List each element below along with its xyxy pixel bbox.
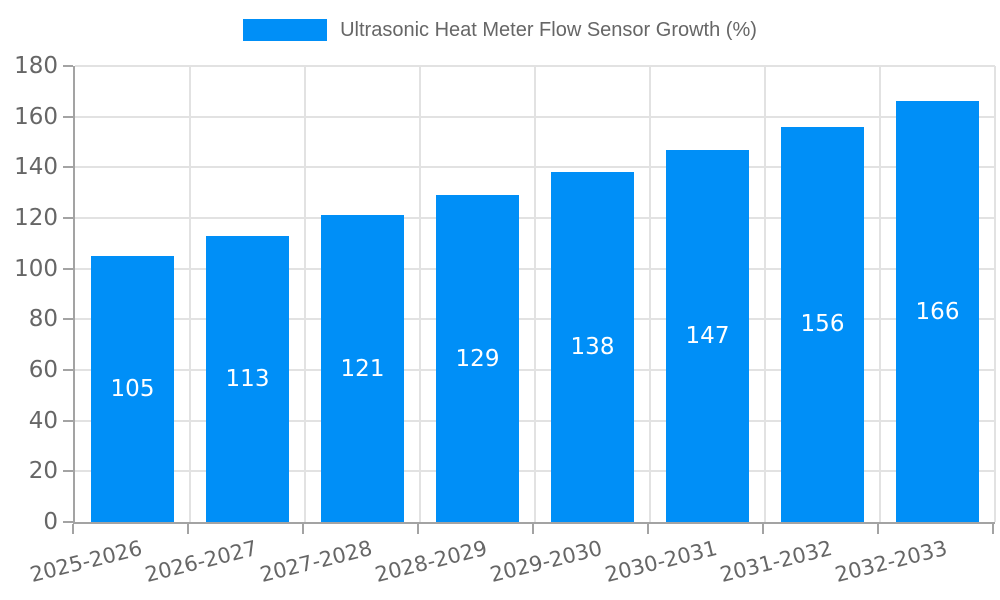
bar-value-label: 105 — [110, 376, 155, 402]
y-tick-label: 20 — [28, 458, 58, 485]
bar[interactable] — [666, 149, 749, 522]
x-tick-mark — [417, 524, 419, 534]
gridline-vertical — [994, 66, 996, 522]
bar[interactable] — [896, 101, 979, 522]
bar-value-label: 166 — [915, 298, 960, 325]
legend-swatch-icon — [243, 19, 328, 41]
y-tick-label: 180 — [14, 53, 58, 79]
x-tick-mark — [647, 524, 649, 534]
bar[interactable] — [206, 235, 289, 522]
y-tick-label: 80 — [28, 306, 58, 333]
x-tick-mark — [532, 524, 534, 534]
bar-value-label: 147 — [685, 322, 730, 349]
y-tick-mark — [63, 115, 73, 118]
gridline-vertical — [879, 66, 881, 522]
x-tick-label: 2031-2032 — [717, 535, 835, 587]
gridline-vertical — [534, 66, 536, 522]
y-tick-mark — [63, 166, 73, 169]
y-tick-mark — [63, 65, 73, 67]
bar-value-label: 138 — [570, 334, 615, 361]
bar[interactable] — [321, 215, 404, 522]
y-tick-label: 120 — [14, 205, 58, 231]
y-tick-label: 140 — [14, 154, 58, 181]
y-tick-mark — [63, 217, 73, 219]
y-tick-label: 0 — [43, 509, 58, 535]
y-tick-mark — [63, 318, 73, 321]
bar[interactable] — [436, 195, 519, 522]
y-tick-mark — [63, 521, 73, 523]
y-tick-label: 160 — [14, 103, 58, 130]
gridline-vertical — [764, 66, 766, 522]
x-tick-label: 2025-2026 — [27, 535, 145, 587]
legend-label: Ultrasonic Heat Meter Flow Sensor Growth… — [340, 19, 757, 41]
x-tick-mark — [877, 524, 879, 534]
x-tick-mark — [187, 524, 189, 534]
gridline-vertical — [189, 66, 191, 522]
bar-value-label: 156 — [800, 311, 845, 338]
gridline-vertical — [649, 66, 651, 522]
x-tick-label: 2032-2033 — [832, 535, 950, 587]
x-tick-label: 2026-2027 — [142, 535, 260, 587]
x-tick-mark — [302, 524, 304, 534]
x-tick-mark — [72, 524, 74, 534]
y-tick-label: 40 — [28, 407, 58, 434]
bar[interactable] — [91, 256, 174, 522]
bar[interactable] — [551, 172, 634, 522]
y-tick-mark — [63, 419, 73, 422]
y-tick-mark — [63, 267, 73, 270]
x-tick-label: 2030-2031 — [602, 535, 720, 587]
y-tick-label: 100 — [14, 255, 58, 282]
y-tick-mark — [63, 369, 73, 371]
plot-area: 105 113 121 129 138 147 156 166 — [73, 65, 996, 524]
x-tick-label: 2028-2029 — [372, 535, 490, 587]
gridline-vertical — [304, 66, 306, 522]
x-tick-mark — [762, 524, 764, 534]
x-tick-mark — [992, 524, 994, 534]
legend[interactable]: Ultrasonic Heat Meter Flow Sensor Growth… — [0, 17, 1000, 43]
bar-value-label: 113 — [225, 365, 270, 392]
gridline-vertical — [419, 66, 421, 522]
bar-value-label: 129 — [455, 345, 500, 372]
x-tick-label: 2027-2028 — [257, 535, 375, 587]
bar[interactable] — [781, 126, 864, 522]
bar-value-label: 121 — [340, 355, 385, 382]
y-tick-mark — [63, 470, 73, 473]
x-tick-label: 2029-2030 — [487, 535, 605, 587]
y-tick-label: 60 — [28, 357, 58, 383]
